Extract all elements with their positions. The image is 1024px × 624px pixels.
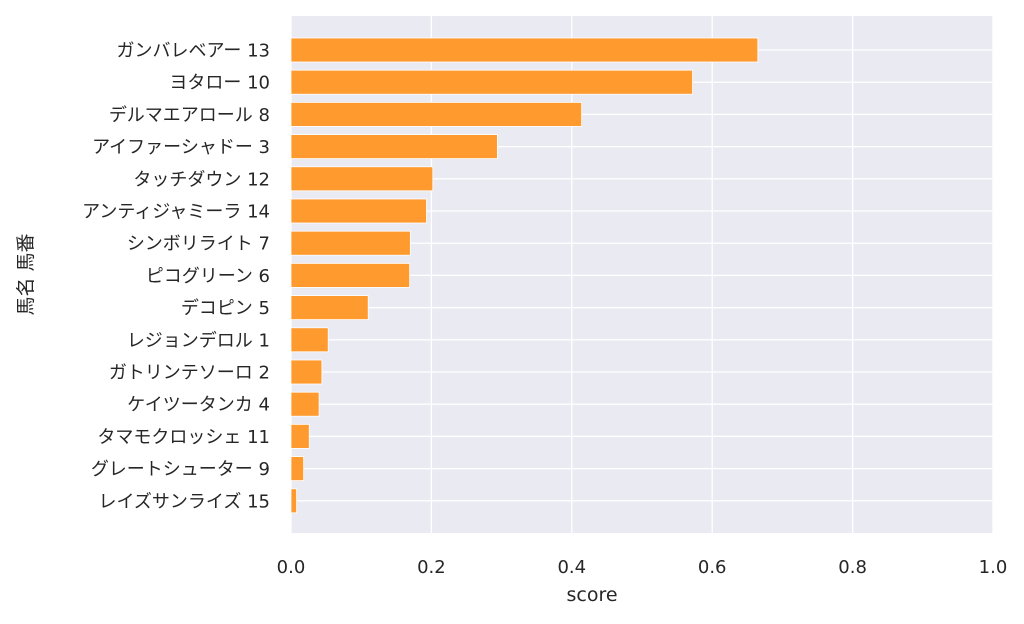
- y-tick-label: タマモクロッシェ 11: [97, 427, 270, 448]
- x-axis-label: score: [566, 584, 617, 606]
- bar: [290, 230, 411, 256]
- bar: [290, 327, 329, 353]
- x-tick-label: 0.2: [417, 557, 446, 578]
- bar: [290, 37, 759, 63]
- bar: [290, 391, 320, 417]
- y-tick-label: ガンバレベアー 13: [116, 41, 270, 62]
- x-tick-label: 1.0: [979, 557, 1008, 578]
- bar: [290, 134, 498, 160]
- y-tick-labels: ガンバレベアー 13 ヨタロー 10 デルマエアロール 8 アイファーシャドー 3 タッ…: [82, 41, 270, 513]
- bar: [290, 456, 305, 482]
- bar: [290, 262, 411, 288]
- y-axis-label: 馬名 馬番: [15, 233, 37, 315]
- bar: [290, 488, 298, 514]
- bar: [290, 102, 583, 127]
- bar: [290, 423, 310, 449]
- y-tick-label: デルマエアロール 8: [109, 105, 270, 126]
- y-tick-label: シンボリライト 7: [127, 234, 270, 255]
- bar: [290, 198, 427, 224]
- bar: [290, 359, 323, 385]
- bar: [290, 166, 434, 192]
- x-tick-label: 0.8: [838, 557, 867, 578]
- x-tick-label: 0.4: [557, 557, 586, 578]
- bar: [290, 295, 369, 321]
- y-tick-label: ガトリンテソーロ 2: [109, 363, 270, 384]
- y-tick-label: アイファーシャドー 3: [92, 137, 270, 158]
- y-tick-label: ケイツータンカ 4: [127, 395, 270, 416]
- bars: [290, 37, 759, 514]
- y-tick-label: アンティジャミーラ 14: [82, 202, 270, 223]
- y-tick-label: ヨタロー 10: [169, 73, 270, 94]
- y-tick-label: タッチダウン 12: [133, 169, 270, 190]
- y-tick-label: グレートシューター 9: [91, 459, 270, 480]
- y-tick-label: デコピン 5: [181, 298, 270, 319]
- bar: [290, 69, 693, 95]
- x-tick-labels: 0.0 0.2 0.4 0.6 0.8 1.0: [277, 557, 1008, 578]
- x-tick-label: 0.0: [277, 557, 306, 578]
- y-tick-label: レイズサンライズ 15: [98, 491, 270, 512]
- y-tick-label: ピコグリーン 6: [146, 266, 270, 287]
- y-tick-label: レジョンデロル 1: [127, 330, 270, 351]
- x-tick-label: 0.6: [698, 557, 727, 578]
